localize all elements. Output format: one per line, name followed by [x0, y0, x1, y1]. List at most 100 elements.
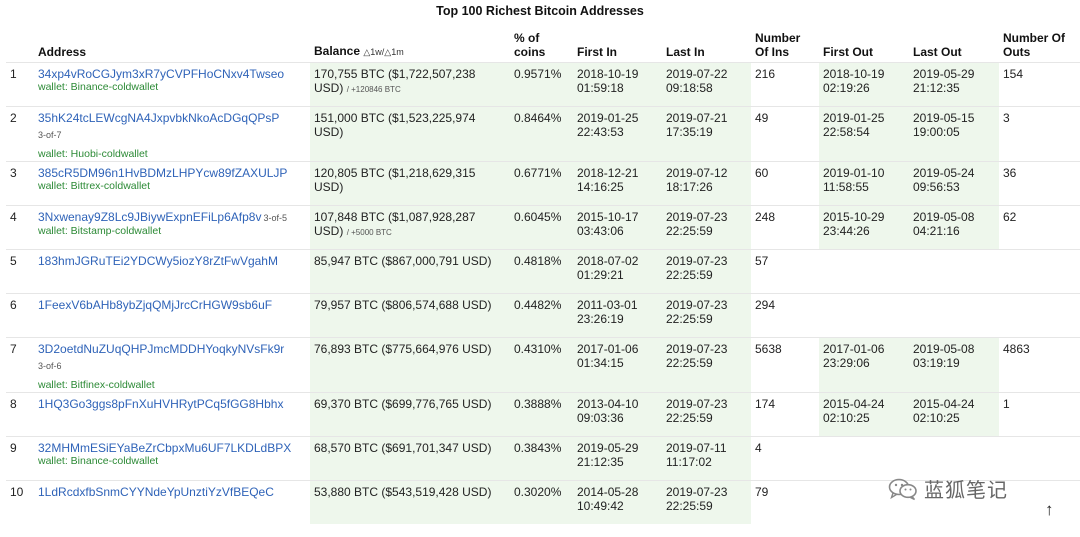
table-header-row: Address Balance △1w/△1m % of coins First… [6, 30, 1080, 63]
rank-cell: 4 [6, 205, 34, 250]
address-cell: 385cR5DM96n1HvBDMzLHPYcw89fZAXULJP walle… [34, 161, 310, 206]
balance-header[interactable]: Balance △1w/△1m [314, 44, 404, 58]
balance-value: 170,755 BTC ($1,722,507,238 USD) [314, 67, 476, 95]
last-out-header[interactable]: Last Out [913, 45, 962, 59]
rank-cell: 9 [6, 436, 34, 481]
address-cell: 35hK24tcLEWcgNA4JxpvbkNkoAcDGqQPsP 3-of-… [34, 106, 310, 162]
number-of-outs-header[interactable]: Number Of Outs [1003, 31, 1066, 59]
ins-cell: 60 [751, 161, 819, 206]
pct-cell: 0.4818% [510, 249, 573, 294]
multisig-label: 3-of-7 [38, 130, 62, 140]
first-in-cell: 2011-03-01 23:26:19 [573, 293, 662, 338]
rank-cell: 6 [6, 293, 34, 338]
last-out-cell: 2019-05-15 19:00:05 [909, 106, 999, 162]
address-cell: 183hmJGRuTEi2YDCWy5iozY8rZtFwVgahM [34, 249, 310, 294]
first-out-cell: 2015-04-24 02:10:25 [819, 392, 909, 437]
address-header[interactable]: Address [38, 45, 87, 59]
first-in-cell: 2019-05-29 21:12:35 [573, 436, 662, 481]
address-link[interactable]: 1HQ3Go3ggs8pFnXuHVHRytPCq5fGG8Hbhx [38, 397, 284, 411]
first-out-cell: 2017-01-06 23:29:06 [819, 337, 909, 393]
address-cell: 1HQ3Go3ggs8pFnXuHVHRytPCq5fGG8Hbhx [34, 392, 310, 437]
balance-cell: 53,880 BTC ($543,519,428 USD) [310, 480, 510, 524]
address-link[interactable]: 385cR5DM96n1HvBDMzLHPYcw89fZAXULJP [38, 166, 288, 180]
richest-addresses-table: Address Balance △1w/△1m % of coins First… [6, 30, 1080, 524]
address-cell: 1LdRcdxfbSnmCYYNdeYpUnztiYzVfBEQeC [34, 480, 310, 524]
address-link[interactable]: 3D2oetdNuZUqQHPJmcMDDHYoqkyNVsFk9r [38, 342, 285, 356]
wallet-label: wallet: Bittrex-coldwallet [38, 180, 151, 192]
last-in-cell: 2019-07-11 11:17:02 [662, 436, 751, 481]
balance-value: 76,893 BTC ($775,664,976 USD) [314, 342, 492, 356]
last-out-cell [909, 293, 999, 338]
last-out-cell: 2019-05-08 03:19:19 [909, 337, 999, 393]
multisig-label: 3-of-6 [38, 361, 62, 371]
first-in-cell: 2018-07-02 01:29:21 [573, 249, 662, 294]
balance-cell: 120,805 BTC ($1,218,629,315 USD) [310, 161, 510, 206]
last-out-cell: 2019-05-08 04:21:16 [909, 205, 999, 250]
balance-value: 79,957 BTC ($806,574,688 USD) [314, 298, 492, 312]
wallet-label: wallet: Binance-coldwallet [38, 455, 159, 467]
last-out-cell [909, 480, 999, 524]
outs-cell: 62 [999, 205, 1080, 250]
balance-cell: 107,848 BTC ($1,087,928,287 USD) / +5000… [310, 205, 510, 250]
address-cell: 34xp4vRoCGJym3xR7yCVPFHoCNxv4Twseo walle… [34, 62, 310, 107]
scroll-to-top-icon[interactable]: ↑ [1045, 500, 1054, 519]
last-in-cell: 2019-07-23 22:25:59 [662, 480, 751, 524]
balance-value: 107,848 BTC ($1,087,928,287 USD) [314, 210, 476, 238]
last-out-cell [909, 249, 999, 294]
table-row: 4 3Nxwenay9Z8Lc9JBiywExpnEFiLp6Afp8v 3-of… [6, 205, 1080, 250]
table-row: 7 3D2oetdNuZUqQHPJmcMDDHYoqkyNVsFk9r 3-o… [6, 337, 1080, 393]
balance-cell: 79,957 BTC ($806,574,688 USD) [310, 293, 510, 338]
first-in-header[interactable]: First In [577, 45, 618, 59]
pct-cell: 0.3843% [510, 436, 573, 481]
pct-cell: 0.4482% [510, 293, 573, 338]
rank-cell: 10 [6, 480, 34, 524]
address-link[interactable]: 3Nxwenay9Z8Lc9JBiywExpnEFiLp6Afp8v [38, 210, 262, 224]
balance-cell: 170,755 BTC ($1,722,507,238 USD) / +1208… [310, 62, 510, 107]
watermark-text: 蓝狐笔记 [924, 480, 1008, 502]
last-out-cell: 2015-04-24 02:10:25 [909, 392, 999, 437]
first-out-cell: 2015-10-29 23:44:26 [819, 205, 909, 250]
balance-value: 120,805 BTC ($1,218,629,315 USD) [314, 166, 476, 194]
outs-cell: 1 [999, 392, 1080, 437]
address-link[interactable]: 1LdRcdxfbSnmCYYNdeYpUnztiYzVfBEQeC [38, 485, 274, 499]
ins-cell: 49 [751, 106, 819, 162]
address-cell: 3Nxwenay9Z8Lc9JBiywExpnEFiLp6Afp8v 3-of-5… [34, 205, 310, 250]
ins-cell: 248 [751, 205, 819, 250]
first-out-header[interactable]: First Out [823, 45, 873, 59]
table-row: 8 1HQ3Go3ggs8pFnXuHVHRytPCq5fGG8Hbhx 69,… [6, 392, 1080, 437]
wallet-label: wallet: Huobi-coldwallet [38, 148, 148, 160]
address-link[interactable]: 34xp4vRoCGJym3xR7yCVPFHoCNxv4Twseo [38, 67, 285, 81]
rank-cell: 1 [6, 62, 34, 107]
pct-coins-header[interactable]: % of coins [514, 31, 546, 59]
last-out-cell: 2019-05-24 09:56:53 [909, 161, 999, 206]
first-out-cell: 2018-10-19 02:19:26 [819, 62, 909, 107]
table-row: 10 1LdRcdxfbSnmCYYNdeYpUnztiYzVfBEQeC 53… [6, 480, 1080, 524]
ins-cell: 174 [751, 392, 819, 437]
balance-value: 85,947 BTC ($867,000,791 USD) [314, 254, 492, 268]
first-in-cell: 2018-12-21 14:16:25 [573, 161, 662, 206]
last-in-cell: 2019-07-23 22:25:59 [662, 392, 751, 437]
first-in-cell: 2017-01-06 01:34:15 [573, 337, 662, 393]
balance-value: 68,570 BTC ($691,701,347 USD) [314, 441, 492, 455]
pct-cell: 0.6771% [510, 161, 573, 206]
ins-cell: 4 [751, 436, 819, 481]
address-link[interactable]: 1FeexV6bAHb8ybZjqQMjJrcCrHGW9sb6uF [38, 298, 273, 312]
address-link[interactable]: 32MHMmESiEYaBeZrCbpxMu6UF7LKDLdBPX [38, 441, 292, 455]
address-link[interactable]: 35hK24tcLEWcgNA4JxpvbkNkoAcDGqQPsP [38, 111, 280, 125]
first-in-cell: 2019-01-25 22:43:53 [573, 106, 662, 162]
number-of-ins-header[interactable]: Number Of Ins [755, 31, 801, 59]
last-in-header[interactable]: Last In [666, 45, 705, 59]
table-row: 6 1FeexV6bAHb8ybZjqQMjJrcCrHGW9sb6uF 79,… [6, 293, 1080, 338]
balance-cell: 76,893 BTC ($775,664,976 USD) [310, 337, 510, 393]
balance-delta-suffix: △1w/△1m [363, 47, 404, 57]
address-cell: 1FeexV6bAHb8ybZjqQMjJrcCrHGW9sb6uF [34, 293, 310, 338]
ins-cell: 294 [751, 293, 819, 338]
balance-value: 53,880 BTC ($543,519,428 USD) [314, 485, 492, 499]
wallet-label: wallet: Binance-coldwallet [38, 81, 159, 93]
address-cell: 32MHMmESiEYaBeZrCbpxMu6UF7LKDLdBPX walle… [34, 436, 310, 481]
wallet-label: wallet: Bitstamp-coldwallet [38, 225, 162, 237]
rank-cell: 7 [6, 337, 34, 393]
balance-cell: 68,570 BTC ($691,701,347 USD) [310, 436, 510, 481]
address-link[interactable]: 183hmJGRuTEi2YDCWy5iozY8rZtFwVgahM [38, 254, 278, 268]
rank-header [6, 30, 34, 63]
